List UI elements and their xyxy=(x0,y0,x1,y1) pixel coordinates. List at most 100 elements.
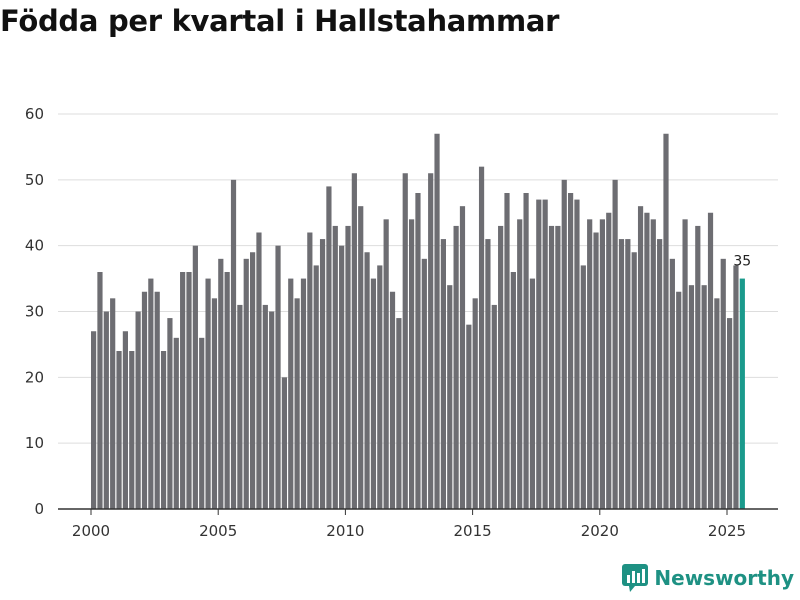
bar xyxy=(319,239,326,509)
bar xyxy=(313,265,319,509)
bar xyxy=(91,331,97,509)
bar xyxy=(186,272,192,509)
last-value-label: 35 xyxy=(733,254,751,270)
bar xyxy=(300,278,307,509)
bar xyxy=(669,258,675,509)
bar xyxy=(606,212,612,509)
x-tick-label: 2025 xyxy=(708,522,746,540)
bar xyxy=(485,239,491,509)
bar xyxy=(141,291,148,509)
bar xyxy=(160,351,167,509)
bar xyxy=(345,225,351,510)
bar xyxy=(351,173,357,509)
bar xyxy=(339,245,345,510)
bar xyxy=(498,225,504,510)
data-labels: 35 xyxy=(733,254,751,270)
bar xyxy=(618,239,625,509)
brand-name: Newsworthy xyxy=(654,566,794,590)
bar xyxy=(307,232,313,509)
bar xyxy=(116,351,122,509)
bar xyxy=(103,311,109,509)
y-tick-label: 20 xyxy=(25,368,44,386)
bar xyxy=(294,298,300,509)
bar xyxy=(676,291,682,509)
bar xyxy=(332,225,338,510)
bar xyxy=(148,278,154,509)
bar xyxy=(409,219,415,509)
bar xyxy=(599,219,605,509)
bar xyxy=(358,206,364,510)
bar xyxy=(275,245,281,510)
bar xyxy=(453,225,459,510)
bar xyxy=(364,252,370,509)
bar xyxy=(612,179,618,509)
chart-title: Födda per kvartal i Hallstahammar xyxy=(0,4,560,38)
bar xyxy=(224,272,230,509)
y-tick-label: 30 xyxy=(25,303,44,321)
bar xyxy=(281,377,287,509)
bar xyxy=(122,331,128,509)
bar xyxy=(211,298,218,509)
bar xyxy=(472,298,478,509)
x-tick-label: 2000 xyxy=(72,522,110,540)
x-tick-label: 2010 xyxy=(326,522,364,540)
bar xyxy=(237,304,243,509)
bar xyxy=(428,173,434,509)
bar xyxy=(110,298,116,509)
y-tick-label: 0 xyxy=(34,500,44,518)
bar xyxy=(523,193,529,509)
bar xyxy=(256,232,262,509)
bar xyxy=(707,212,714,509)
bar xyxy=(154,291,160,509)
bar xyxy=(720,258,726,509)
bar xyxy=(269,311,275,509)
y-tick-label: 50 xyxy=(25,171,44,189)
bar xyxy=(580,265,586,509)
bar xyxy=(657,239,663,509)
bar xyxy=(510,272,516,509)
bar xyxy=(205,278,211,509)
bar xyxy=(491,304,497,509)
bar xyxy=(180,272,186,509)
bar xyxy=(548,225,555,510)
bar xyxy=(695,225,701,510)
bar xyxy=(243,258,249,509)
bars xyxy=(91,133,745,510)
bar xyxy=(459,206,466,510)
y-tick-label: 60 xyxy=(25,105,44,123)
bar xyxy=(129,351,135,509)
bar xyxy=(262,304,268,509)
bar xyxy=(135,311,141,509)
bar xyxy=(727,318,733,509)
x-tick-label: 2020 xyxy=(581,522,619,540)
newsworthy-logo-icon xyxy=(622,564,649,592)
bar xyxy=(389,291,396,509)
bar xyxy=(440,239,446,509)
bar xyxy=(561,179,567,509)
bar xyxy=(97,272,103,509)
y-tick-label: 10 xyxy=(25,434,44,452)
bar xyxy=(701,285,707,509)
bar xyxy=(644,212,650,509)
bar xyxy=(421,258,427,509)
x-tick-label: 2015 xyxy=(454,522,492,540)
bar xyxy=(192,245,198,510)
newsworthy-brand[interactable]: Newsworthy xyxy=(622,564,794,592)
bar xyxy=(631,252,637,509)
bar xyxy=(625,239,631,509)
bar xyxy=(434,133,440,509)
bar xyxy=(555,225,561,510)
bar xyxy=(415,193,421,509)
x-axis: 2000 2005 2010 2015 2020 2025 xyxy=(58,508,778,540)
bar xyxy=(478,166,485,510)
bar xyxy=(230,179,237,509)
bar xyxy=(173,337,179,509)
bar xyxy=(250,252,256,509)
bar xyxy=(377,265,383,509)
bar xyxy=(637,206,644,510)
bar xyxy=(466,324,472,509)
x-tick-label: 2005 xyxy=(199,522,237,540)
bar xyxy=(167,318,173,509)
bar xyxy=(663,133,669,509)
